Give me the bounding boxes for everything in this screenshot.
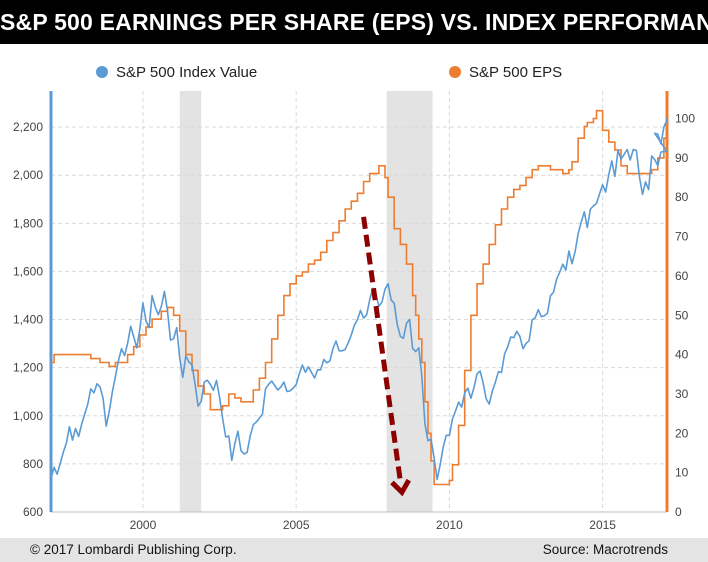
right-tick-label: 50 xyxy=(675,308,689,322)
right-tick-label: 10 xyxy=(675,466,689,480)
left-tick-label: 1,800 xyxy=(13,216,43,230)
legend-label-eps: S&P 500 EPS xyxy=(469,64,562,81)
x-tick-label: 2010 xyxy=(436,518,463,532)
decline-arrow-head xyxy=(390,478,411,497)
left-tick-label: 2,200 xyxy=(13,120,43,134)
legend-marker-index xyxy=(96,66,108,78)
legend-marker-eps xyxy=(449,66,461,78)
left-tick-label: 1,000 xyxy=(13,409,43,423)
left-tick-label: 1,200 xyxy=(13,361,43,375)
decline-arrow-shaft xyxy=(361,216,404,483)
recession-band xyxy=(179,91,202,512)
left-tick-label: 2,000 xyxy=(13,168,43,182)
right-tick-label: 20 xyxy=(675,426,689,440)
x-tick-label: 2005 xyxy=(283,518,310,532)
source-text: Source: Macrotrends xyxy=(542,542,668,557)
copyright-text: © 2017 Lombardi Publishing Corp. xyxy=(30,542,237,557)
legend-label-index: S&P 500 Index Value xyxy=(116,64,257,81)
series-line-index xyxy=(50,117,668,481)
right-tick-label: 90 xyxy=(675,151,689,165)
chart-title: S&P 500 EARNINGS PER SHARE (EPS) VS. IND… xyxy=(0,0,708,44)
chart-area: S&P 500 Index Value S&P 500 EPS 600 800 1,… xyxy=(0,44,708,538)
right-tick-label: 40 xyxy=(675,348,689,362)
right-tick-label: 70 xyxy=(675,230,689,244)
x-tick-label: 2015 xyxy=(589,518,616,532)
dual-axis-line-chart: S&P 500 Index Value S&P 500 EPS 6008001,… xyxy=(13,64,695,532)
right-tick-label: 30 xyxy=(675,387,689,401)
right-tick-label: 0 xyxy=(675,505,682,519)
footer: © 2017 Lombardi Publishing Corp. Source:… xyxy=(0,538,708,562)
x-tick-label: 2000 xyxy=(130,518,157,532)
left-tick-label: 800 xyxy=(23,457,43,471)
right-tick-label: 60 xyxy=(675,269,689,283)
left-tick-label: 600 xyxy=(23,505,43,519)
left-tick-label: 1,600 xyxy=(13,264,43,278)
series-line-eps xyxy=(51,109,667,486)
right-tick-label: 100 xyxy=(675,112,695,126)
left-tick-label: 1,400 xyxy=(13,313,43,327)
right-tick-label: 80 xyxy=(675,190,689,204)
legend: S&P 500 Index Value S&P 500 EPS xyxy=(96,64,562,81)
